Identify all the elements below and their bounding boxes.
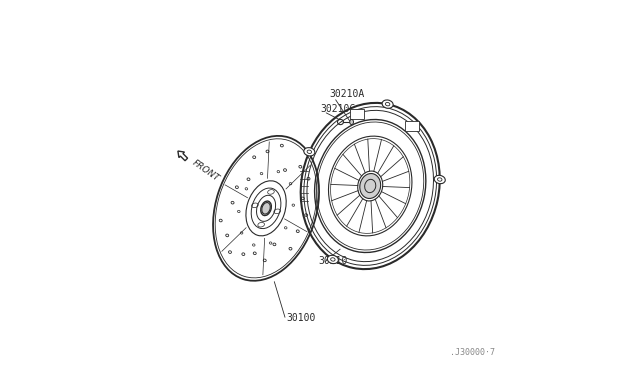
- Text: 30210A: 30210A: [330, 89, 365, 99]
- FancyBboxPatch shape: [349, 109, 364, 119]
- Ellipse shape: [213, 136, 319, 281]
- Ellipse shape: [382, 100, 393, 108]
- Ellipse shape: [304, 148, 315, 156]
- Polygon shape: [178, 151, 188, 161]
- Ellipse shape: [360, 173, 381, 199]
- Text: FRONT: FRONT: [191, 158, 221, 183]
- FancyBboxPatch shape: [404, 121, 419, 131]
- Text: 30210: 30210: [318, 256, 348, 266]
- Ellipse shape: [327, 255, 339, 264]
- Ellipse shape: [434, 175, 445, 184]
- Text: 30210C: 30210C: [320, 104, 355, 113]
- Ellipse shape: [301, 103, 440, 269]
- Text: .J30000·7: .J30000·7: [450, 348, 495, 357]
- Ellipse shape: [349, 119, 353, 125]
- Ellipse shape: [262, 202, 270, 214]
- Text: 30100: 30100: [287, 313, 316, 323]
